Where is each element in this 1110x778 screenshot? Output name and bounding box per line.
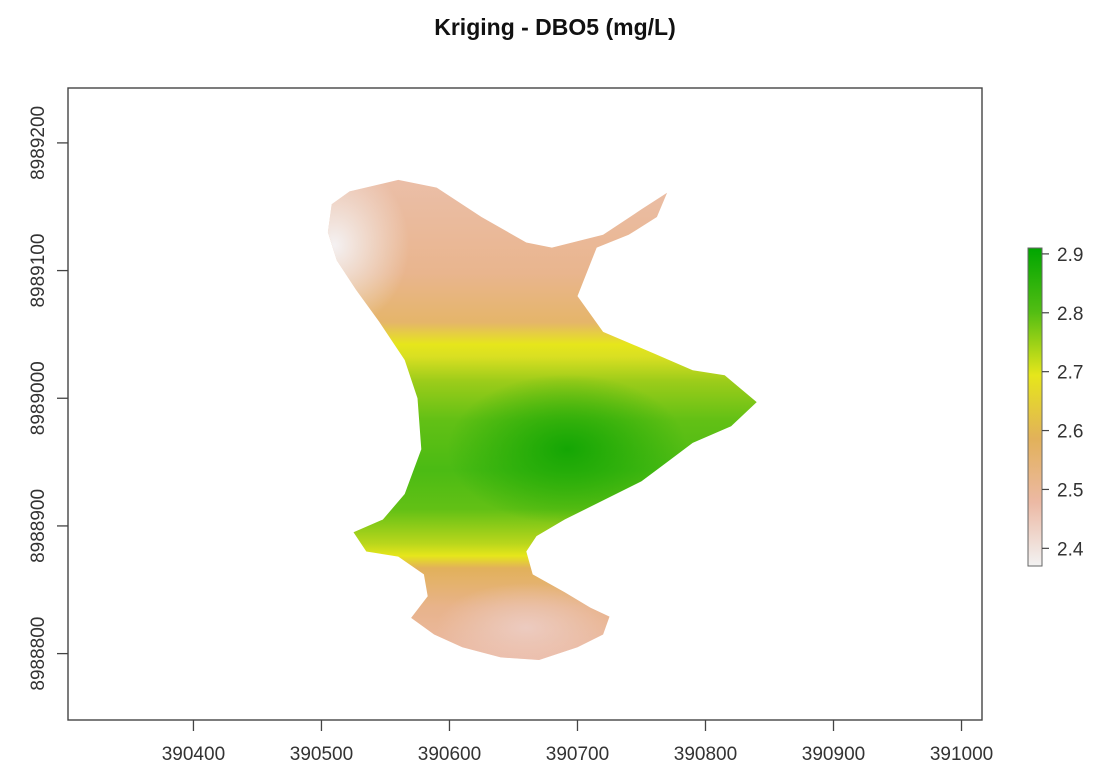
x-tick-label: 390800 xyxy=(674,744,737,765)
legend-tick-label: 2.5 xyxy=(1057,480,1083,501)
x-tick-label: 391000 xyxy=(930,744,993,765)
y-tick-label: 8989200 xyxy=(28,106,49,180)
y-axis: 8988800 8988900 8989000 8989100 8989200 xyxy=(28,106,68,691)
legend-tick-label: 2.6 xyxy=(1057,422,1083,443)
y-tick-label: 8989100 xyxy=(28,234,49,308)
legend-colorbar xyxy=(1027,247,1043,567)
x-tick-label: 390600 xyxy=(418,744,481,765)
x-axis: 390400 390500 390600 390700 390800 390900 3910… xyxy=(162,720,993,765)
x-tick-label: 390500 xyxy=(290,744,353,765)
legend-tick-label: 2.8 xyxy=(1057,304,1083,325)
legend-tick-label: 2.4 xyxy=(1057,539,1084,560)
y-tick-label: 8989000 xyxy=(28,361,49,435)
x-tick-label: 390900 xyxy=(802,744,865,765)
y-tick-label: 8988900 xyxy=(28,489,49,563)
surface-peak-high xyxy=(447,374,688,525)
color-legend: 2.4 2.5 2.6 2.7 2.8 2.9 xyxy=(1027,245,1084,567)
surface-low-northwest xyxy=(327,179,410,331)
legend-tick-label: 2.7 xyxy=(1057,363,1083,384)
chart-title: Kriging - DBO5 (mg/L) xyxy=(434,14,676,40)
legend-tick-label: 2.9 xyxy=(1057,245,1083,266)
y-tick-label: 8988800 xyxy=(28,617,49,691)
x-tick-label: 390700 xyxy=(546,744,609,765)
x-tick-label: 390400 xyxy=(162,744,225,765)
